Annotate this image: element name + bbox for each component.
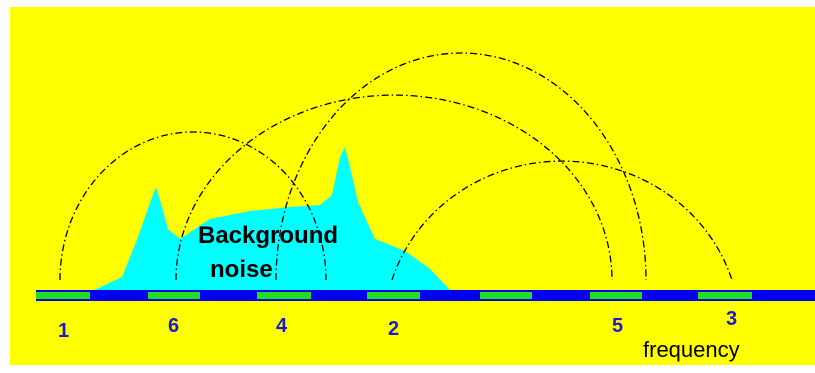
channel-label-4: 4 [276, 315, 288, 337]
background-noise-shape [90, 147, 452, 292]
noise-label-line2: noise [210, 256, 273, 283]
band-segment [257, 292, 311, 299]
channel-label-1: 1 [58, 320, 69, 342]
band-blue-base [36, 290, 815, 301]
frequency-band [36, 290, 815, 301]
arc-2-to-3 [391, 160, 733, 281]
band-segment [590, 292, 642, 299]
channel-label-5: 5 [612, 315, 623, 337]
channel-label-3: 3 [726, 308, 737, 330]
band-segment [698, 292, 752, 299]
channel-label-2: 2 [388, 318, 399, 340]
channel-label-6: 6 [168, 315, 179, 337]
background [10, 7, 815, 365]
channel-arcs [59, 52, 733, 281]
band-segment [480, 292, 532, 299]
axis-label-frequency: frequency [643, 337, 740, 362]
diagram-canvas: Background noise 1 6 4 2 5 3 frequency [10, 7, 815, 365]
arc-1-to-4 [59, 131, 327, 281]
diagram-svg: Background noise 1 6 4 2 5 3 frequency [10, 7, 815, 365]
band-segment [367, 292, 420, 299]
arc-4-to-5 [275, 52, 647, 281]
noise-label-line1: Background [198, 222, 338, 249]
band-segment [148, 292, 200, 299]
band-segment [36, 292, 90, 299]
arc-6-to-5 [175, 94, 613, 281]
